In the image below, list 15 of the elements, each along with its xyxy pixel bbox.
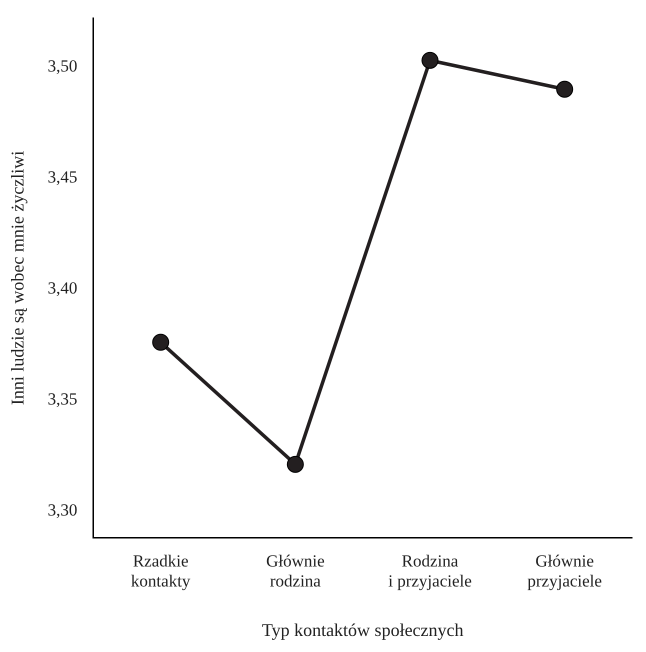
x-tick-label: Głównie przyjaciele: [527, 551, 602, 591]
y-tick-label: 3,30: [48, 500, 78, 520]
point: [152, 334, 170, 351]
point: [286, 456, 304, 473]
point: [422, 52, 439, 69]
y-axis-title: Inni ludzie są wobec mnie życzliwi: [8, 150, 28, 406]
y-tick-label: 3,50: [48, 56, 78, 76]
x-tick-label: Rzadkie kontakty: [130, 551, 191, 591]
point: [556, 80, 574, 98]
y-tick-label: 3,35: [48, 389, 78, 408]
x-tick-label: Głównie rodzina: [266, 551, 325, 591]
y-tick-label: 3,45: [48, 167, 78, 186]
x-tick-label: Rodzina i przyjaciele: [388, 551, 472, 591]
y-tick-label: 3,40: [48, 278, 78, 298]
x-axis-title: Typ kontaktów społecznych: [262, 620, 464, 640]
